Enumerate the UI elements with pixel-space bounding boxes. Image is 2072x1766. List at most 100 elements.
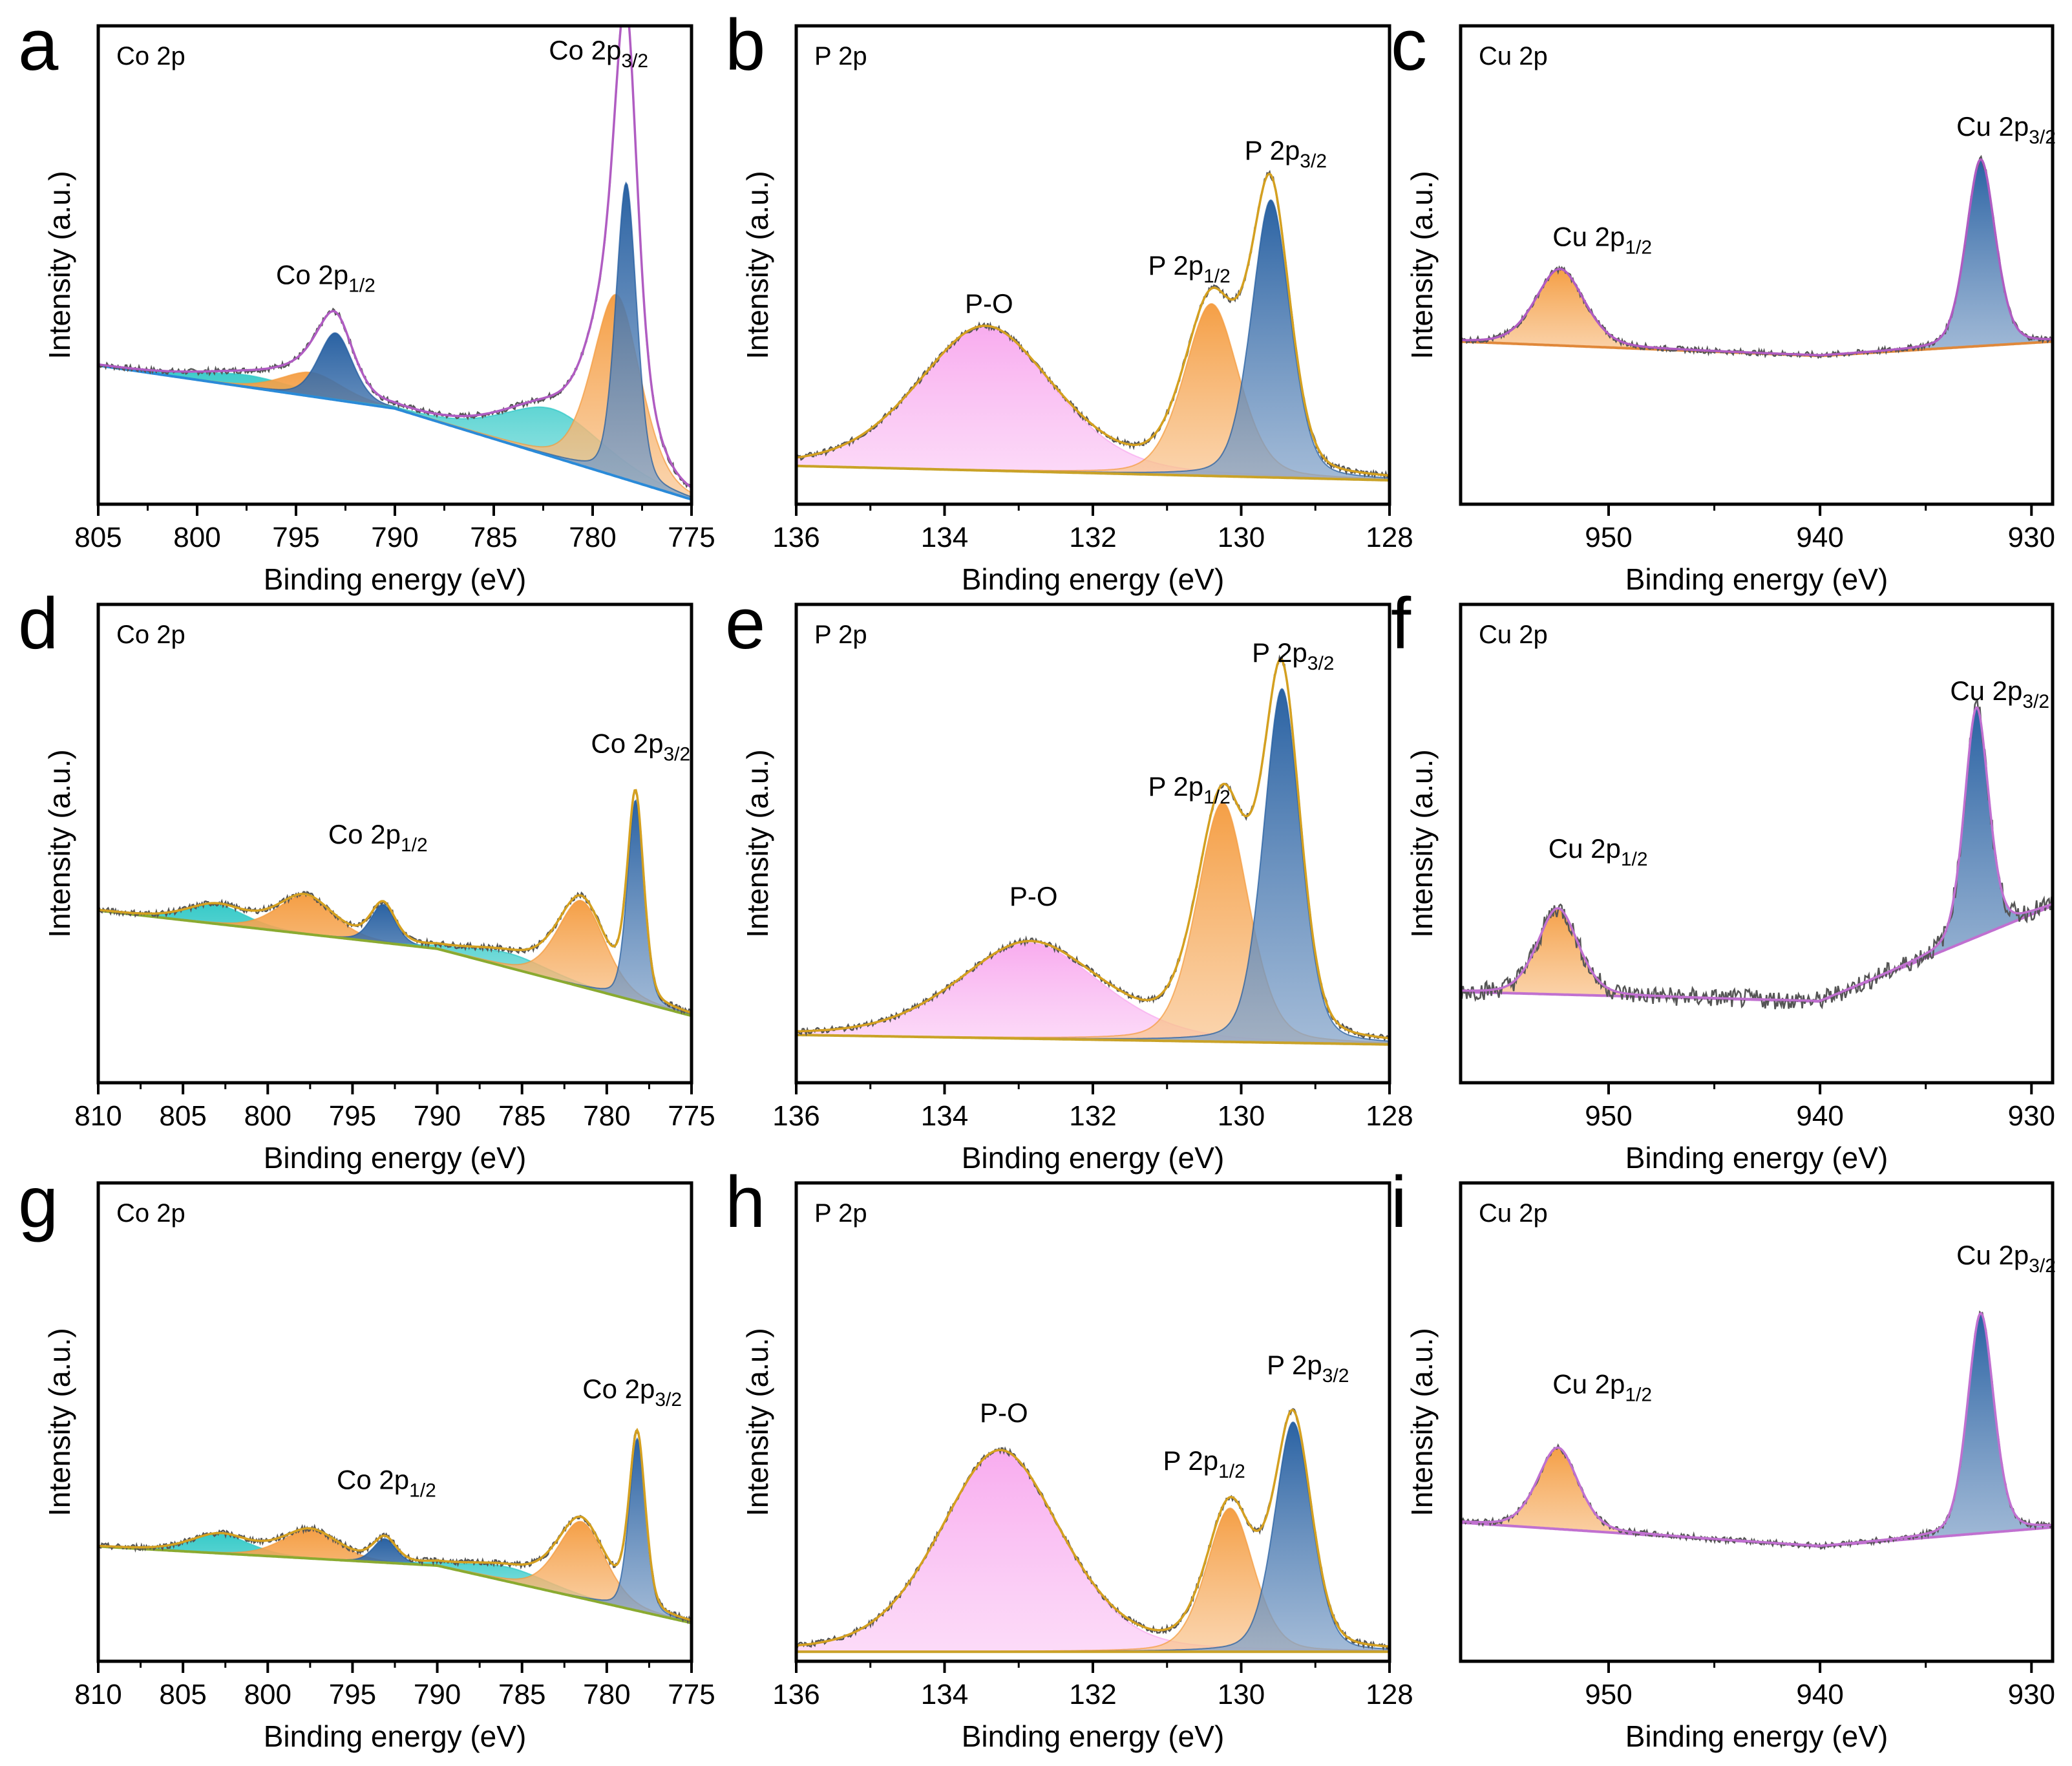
x-tick-label: 132 bbox=[1069, 1679, 1116, 1710]
peak-label: P-O bbox=[965, 288, 1013, 319]
x-tick-label: 780 bbox=[569, 522, 616, 553]
x-axis-title: Binding energy (eV) bbox=[264, 1141, 527, 1175]
x-axis-title: Binding energy (eV) bbox=[1625, 1719, 1888, 1753]
plot-area bbox=[1461, 1310, 2053, 1551]
x-tick-label: 810 bbox=[74, 1100, 122, 1132]
peak-label-subscript: 3/2 bbox=[621, 50, 648, 72]
peak-label-main: Cu 2p bbox=[1956, 1240, 2029, 1270]
panel-title: P 2p bbox=[814, 621, 867, 649]
panel-title: P 2p bbox=[814, 1199, 867, 1228]
peak-label-subscript: 3/2 bbox=[1300, 151, 1327, 172]
panel-title: Cu 2p bbox=[1479, 1199, 1548, 1228]
peak-label-main: Co 2p bbox=[337, 1465, 409, 1495]
plot-area bbox=[1461, 154, 2053, 359]
x-tick-label: 128 bbox=[1366, 1679, 1413, 1710]
panel-letter: d bbox=[18, 583, 58, 664]
peak-label-subscript: 1/2 bbox=[1203, 787, 1231, 808]
y-axis-title: Intensity (a.u.) bbox=[741, 171, 774, 359]
x-tick-label: 775 bbox=[668, 522, 715, 553]
x-tick-label: 940 bbox=[1796, 522, 1843, 553]
plot-area bbox=[1461, 699, 2053, 1010]
panel-letter: a bbox=[18, 5, 59, 85]
plot-area bbox=[98, 26, 692, 501]
peak-label: Cu 2p3/2 bbox=[1956, 111, 2056, 148]
envelope-line bbox=[796, 657, 1390, 1039]
x-tick-label: 130 bbox=[1218, 1679, 1265, 1710]
panel-title: Co 2p bbox=[116, 1199, 185, 1228]
peak-label-main: P-O bbox=[980, 1398, 1028, 1428]
panel-title: Co 2p bbox=[116, 621, 185, 649]
peak-label-subscript: 1/2 bbox=[1625, 1385, 1652, 1406]
panel-a: 805 800 795 790 785 780 775 Binding energy (eV)… bbox=[18, 5, 715, 596]
peak-label: P-O bbox=[980, 1398, 1028, 1428]
x-tick-label: 950 bbox=[1585, 1679, 1632, 1710]
peak-label: Co 2p3/2 bbox=[591, 728, 690, 765]
y-axis-title: Intensity (a.u.) bbox=[43, 749, 76, 937]
peak-label-main: Cu 2p bbox=[1956, 111, 2029, 142]
background-line bbox=[796, 1034, 1390, 1046]
panel-d: 810 805 800 795 790 785 780 775 Binding energy (… bbox=[18, 583, 715, 1175]
peak-label: P 2p1/2 bbox=[1163, 1445, 1245, 1482]
raw-data-line bbox=[1461, 699, 2053, 1010]
x-tick-label: 785 bbox=[470, 522, 517, 553]
x-tick-label: 775 bbox=[668, 1679, 715, 1710]
x-tick-label: 940 bbox=[1796, 1100, 1843, 1132]
panel-title: Cu 2p bbox=[1479, 621, 1548, 649]
peak-label-subscript: 3/2 bbox=[2029, 127, 2056, 148]
x-tick-label: 136 bbox=[772, 1100, 819, 1132]
peak-label-main: Co 2p bbox=[549, 35, 621, 65]
peak-label: P 2p1/2 bbox=[1148, 771, 1230, 808]
x-tick-label: 810 bbox=[74, 1679, 122, 1710]
peak-label-subscript: 1/2 bbox=[1218, 1461, 1245, 1482]
x-axis-title: Binding energy (eV) bbox=[1625, 1141, 1888, 1175]
x-tick-label: 136 bbox=[772, 1679, 819, 1710]
peak-label-subscript: 3/2 bbox=[655, 1389, 682, 1410]
plot-area bbox=[796, 654, 1390, 1046]
peak-label: Cu 2p1/2 bbox=[1552, 221, 1652, 258]
plot-area bbox=[796, 169, 1390, 482]
x-tick-label: 800 bbox=[244, 1100, 291, 1132]
peak-label-subscript: 3/2 bbox=[2029, 1255, 2056, 1277]
x-tick-label: 795 bbox=[272, 522, 319, 553]
x-tick-label: 790 bbox=[414, 1100, 461, 1132]
x-tick-label: 930 bbox=[2008, 522, 2055, 553]
x-tick-label: 132 bbox=[1069, 1100, 1116, 1132]
panel-letter: f bbox=[1391, 583, 1411, 664]
peak-label: Co 2p1/2 bbox=[328, 819, 428, 856]
x-tick-label: 795 bbox=[329, 1100, 376, 1132]
y-axis-title: Intensity (a.u.) bbox=[741, 1328, 774, 1516]
peak-label-subscript: 3/2 bbox=[1307, 653, 1335, 674]
peak-label-subscript: 3/2 bbox=[663, 743, 690, 765]
y-axis-title: Intensity (a.u.) bbox=[1405, 749, 1439, 937]
peak-label-subscript: 1/2 bbox=[1625, 237, 1652, 258]
panel-title: Co 2p bbox=[116, 42, 185, 70]
x-axis-title: Binding energy (eV) bbox=[264, 562, 527, 596]
x-tick-label: 950 bbox=[1585, 1100, 1632, 1132]
peak-label-main: P 2p bbox=[1163, 1445, 1218, 1476]
panel-b: 136 134 132 130 128 Binding energy (eV) Intens… bbox=[725, 5, 1413, 596]
panel-g: 810 805 800 795 790 785 780 775 Binding energy (… bbox=[18, 1162, 715, 1753]
x-tick-label: 800 bbox=[244, 1679, 291, 1710]
x-tick-label: 790 bbox=[371, 522, 418, 553]
x-axis-title: Binding energy (eV) bbox=[962, 1141, 1225, 1175]
plot-frame bbox=[1459, 24, 2055, 506]
peak-label-subscript: 3/2 bbox=[2022, 691, 2049, 712]
envelope-line bbox=[98, 789, 692, 1014]
background-line bbox=[796, 464, 1390, 482]
x-tick-label: 805 bbox=[159, 1100, 206, 1132]
peak-label-main: Co 2p bbox=[276, 260, 348, 290]
peak-label-main: Co 2p bbox=[591, 728, 663, 758]
panel-letter: e bbox=[725, 583, 765, 664]
x-tick-label: 134 bbox=[921, 1100, 968, 1132]
panel-letter: b bbox=[725, 5, 765, 85]
panel-letter: h bbox=[725, 1162, 765, 1242]
envelope-line bbox=[1461, 706, 2053, 1002]
peak-label: Co 2p3/2 bbox=[549, 35, 648, 72]
panel-c: 950 940 930 Binding energy (eV) Intensity (a… bbox=[1391, 5, 2056, 596]
peak-label: Cu 2p1/2 bbox=[1552, 1369, 1652, 1406]
x-axis-title: Binding energy (eV) bbox=[962, 562, 1225, 596]
x-axis-title: Binding energy (eV) bbox=[1625, 562, 1888, 596]
peak-label: Co 2p3/2 bbox=[582, 1374, 682, 1410]
peak-label-main: P 2p bbox=[1267, 1350, 1322, 1380]
